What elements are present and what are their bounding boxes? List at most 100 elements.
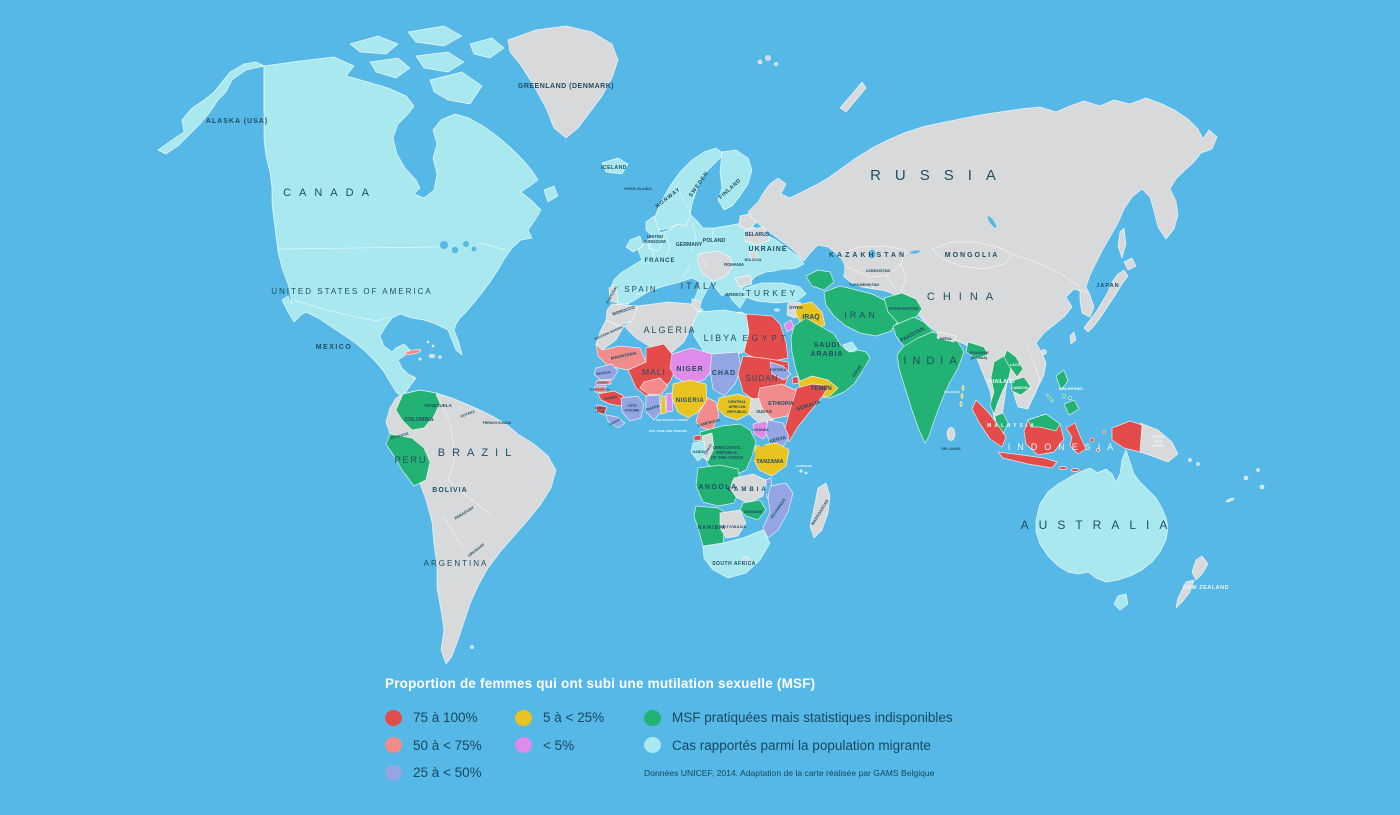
- region-hokkaido: [1123, 257, 1137, 271]
- region-central-europe: [697, 250, 734, 282]
- region-senegal: [593, 363, 619, 381]
- region-liberia: [605, 414, 626, 429]
- region-west-papua: [1111, 420, 1143, 453]
- country-label: ECUADOR: [390, 432, 409, 441]
- legend-label-5-25: 5 à < 25%: [543, 710, 605, 726]
- country-label: ALASKA (USA): [206, 118, 268, 125]
- country-label: EQUATORIAL GUINEA: [656, 418, 689, 422]
- region-new-zealand-north: [1191, 555, 1209, 581]
- country-label: GREENLAND (DENMARK): [518, 83, 614, 90]
- region-maldives: [960, 393, 964, 399]
- region-tasmania: [1113, 593, 1129, 611]
- region-puerto-rico: [438, 355, 442, 359]
- country-label: AUSTRALIA: [1021, 518, 1178, 532]
- region-burkina-faso: [639, 377, 669, 396]
- region-india: [896, 331, 965, 444]
- region-arctic-islands: [415, 51, 465, 73]
- legend-item-75-100: 75 à 100%: [385, 704, 515, 732]
- country-label: PHILIPPINES: [1059, 387, 1083, 391]
- legend-swatch-75-100-icon: [385, 709, 402, 726]
- region-scandinavia: [651, 147, 725, 231]
- region-south-africa: [702, 529, 771, 579]
- region-bahamas: [431, 344, 435, 348]
- lake-tanganyika: [750, 451, 756, 465]
- region-central-african-republic: [716, 393, 755, 421]
- country-label: ETHIOPIA: [768, 401, 794, 407]
- lake-malawi: [766, 482, 770, 494]
- region-western-sahara: [595, 319, 625, 351]
- region-maldives: [961, 385, 965, 391]
- country-label: DEMOCRATIC: [713, 445, 741, 450]
- continent-africa: [593, 298, 831, 579]
- country-label: SAUDI: [814, 342, 841, 349]
- country-label: GUINEA: [604, 395, 618, 401]
- legend-item-25-50: 25 à < 50%: [385, 759, 515, 787]
- country-label: VENEZUELA: [424, 403, 453, 408]
- country-label: ERITREA: [770, 368, 787, 372]
- country-label: BELARUS: [745, 232, 770, 238]
- region-belarus: [744, 226, 771, 246]
- country-label: MALAYSIA: [987, 423, 1037, 429]
- country-label: PERU: [394, 455, 427, 465]
- country-label: SYRIA: [789, 305, 804, 310]
- region-north-america: [263, 56, 542, 399]
- region-arctic-islands: [349, 35, 399, 55]
- country-label: CHINA: [927, 291, 1001, 303]
- country-label: ROMANIA: [724, 262, 744, 267]
- country-label: GAMBIA: [596, 381, 607, 385]
- country-label: SENEGAL: [596, 370, 612, 376]
- region-mozambique: [762, 482, 794, 539]
- region-afghanistan: [883, 292, 923, 325]
- country-label: GUINEA: [1151, 444, 1165, 448]
- country-label: ANGOLA: [698, 484, 737, 491]
- country-label: GHANA: [645, 404, 660, 412]
- region-madagascar: [809, 482, 831, 539]
- country-label: UGANDA: [753, 428, 769, 432]
- continent-oceania: [1035, 449, 1265, 611]
- legend-item-5-25: 5 à < 25%: [515, 704, 644, 732]
- country-label: BOTSWANA: [719, 524, 746, 529]
- region-arctic-islands: [469, 37, 505, 59]
- continent-south-america: [385, 389, 557, 665]
- country-label: SIERRA: [595, 406, 606, 410]
- region-cambodia: [1010, 376, 1032, 396]
- region-bulgaria: [734, 274, 753, 288]
- country-label: MOLDOVA: [744, 258, 762, 262]
- region-djibouti: [791, 375, 800, 385]
- region-cyprus: [774, 308, 780, 312]
- region-taiwan: [1069, 331, 1077, 345]
- region-iceland: [601, 157, 629, 175]
- country-label: INDIA: [903, 355, 962, 367]
- country-label: CENTRAL: [728, 400, 747, 404]
- region-chad: [709, 351, 742, 397]
- country-label: ZAMBIA: [727, 487, 768, 493]
- country-label: TURKEY: [746, 288, 798, 298]
- region-botswana: [719, 509, 747, 539]
- region-fiji: [1259, 484, 1265, 490]
- country-label: AFRICAN: [728, 405, 745, 409]
- country-label: UNITED STATES OF AMERICA: [271, 287, 433, 296]
- legend-column-2: 5 à < 25% < 5%: [515, 704, 644, 787]
- country-label: BRAZIL: [438, 447, 519, 459]
- region-equatorial-guinea: [693, 434, 702, 442]
- black-sea: [765, 269, 807, 285]
- country-label: MEXICO: [316, 344, 353, 351]
- region-visayas: [1062, 394, 1066, 398]
- country-label: THAILAND: [987, 379, 1015, 385]
- region-caucasus: [805, 269, 835, 291]
- region-india-northeast: [965, 341, 989, 359]
- region-togo: [660, 395, 667, 415]
- legend-swatch-nostats-icon: [644, 709, 661, 726]
- region-newfoundland: [543, 185, 559, 203]
- region-algeria: [623, 301, 699, 355]
- region-lesotho: [742, 556, 750, 564]
- country-label: MONGOLIA: [945, 252, 1000, 259]
- country-label: NEPAL: [940, 337, 953, 341]
- region-new-zealand-south: [1175, 579, 1195, 609]
- country-label: REPUBLIC: [727, 410, 747, 414]
- region-tanzania: [752, 442, 790, 477]
- region-zambia: [729, 473, 767, 504]
- region-hispaniola: [428, 354, 436, 358]
- country-labels: ALASKA (USA) CANADA UNITED STATES OF AMERI…: [206, 83, 1229, 591]
- country-label: AFGHANISTAN: [888, 306, 918, 311]
